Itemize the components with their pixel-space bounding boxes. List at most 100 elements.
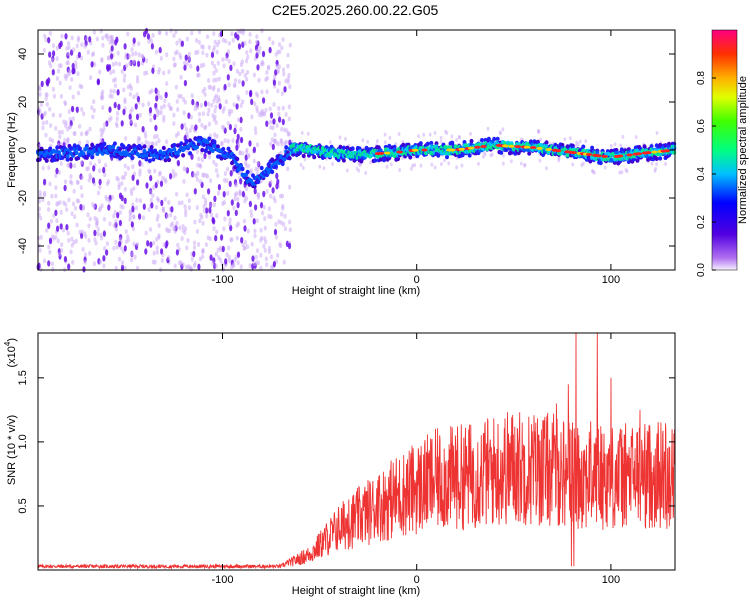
- spectrogram-noise-mark: [55, 56, 59, 61]
- spectrogram-noise-mark: [137, 41, 141, 47]
- spectrogram-noise-mark: [67, 109, 71, 114]
- spectrogram-noise-mark: [59, 223, 63, 230]
- spectrogram-noise-mark: [118, 61, 122, 67]
- spectrogram-peak-mark: [396, 150, 403, 154]
- spectrogram-noise-mark: [72, 188, 76, 194]
- spectrogram-noise-mark: [79, 185, 83, 190]
- spectrogram-noise-mark: [193, 219, 197, 225]
- spectrogram-noise-mark: [284, 112, 288, 117]
- spectrogram-noise-mark: [154, 49, 158, 55]
- spectrogram-noise-mark: [136, 78, 140, 84]
- spectrogram-noise-mark: [184, 212, 188, 218]
- spectrogram-noise-mark: [243, 225, 247, 232]
- spectrogram-noise-mark: [223, 138, 227, 143]
- spectrogram-noise-mark: [63, 138, 67, 143]
- spectrogram-noise-mark: [132, 37, 136, 44]
- spectrogram-noise-mark: [160, 105, 164, 111]
- spectrogram-noise-mark: [44, 132, 48, 138]
- spectrogram-noise-mark: [538, 158, 542, 163]
- spectrogram-noise-mark: [169, 173, 173, 180]
- spectrogram-noise-mark: [45, 101, 49, 107]
- colorbar: 0.0 0.2 0.4 0.6 0.8 Normalized spectral ampl…: [696, 29, 749, 277]
- spectrogram-noise-mark: [115, 36, 119, 43]
- spectrogram-noise-mark: [144, 230, 148, 236]
- spectrogram-noise-mark: [239, 103, 243, 108]
- spectrogram-noise-mark: [383, 140, 387, 145]
- spectrogram-noise-mark: [226, 120, 230, 126]
- spectrogram-noise-mark: [254, 254, 258, 260]
- spectrogram-noise-mark: [162, 70, 166, 76]
- spectrogram-noise-mark: [207, 78, 211, 83]
- y-tick-label: 1.5: [17, 370, 29, 385]
- spectrogram-noise-mark: [47, 244, 51, 250]
- spectrogram-noise-mark: [216, 247, 220, 253]
- spectrogram-noise-mark: [282, 259, 286, 265]
- spectrogram-noise-mark: [281, 105, 285, 111]
- spectrogram-noise-mark: [621, 134, 625, 139]
- spectrogram-noise-mark: [154, 87, 158, 94]
- spectrogram-noise-mark: [98, 184, 102, 190]
- spectrogram-noise-mark: [217, 184, 221, 191]
- spectrogram-noise-mark: [440, 162, 443, 167]
- spectrogram-noise-mark: [221, 245, 225, 253]
- spectrogram-peak-mark: [645, 151, 652, 155]
- spectrogram-noise-mark: [128, 210, 133, 216]
- spectrogram-ridge-mark: [382, 157, 387, 163]
- spectrogram-noise-mark: [277, 219, 281, 225]
- spectrogram-noise-mark: [188, 128, 192, 134]
- spectrogram-noise-mark: [148, 107, 153, 114]
- spectrogram-noise-mark: [64, 179, 68, 185]
- spectrogram-noise-mark: [228, 180, 232, 188]
- spectrogram-noise-mark: [96, 227, 100, 232]
- spectrogram-noise-mark: [132, 241, 136, 247]
- spectrogram-noise-mark: [48, 31, 52, 36]
- spectrogram-ridge-mark: [341, 145, 346, 150]
- spectrogram-noise-mark: [136, 95, 140, 103]
- spectrogram-noise-mark: [45, 120, 49, 125]
- spectrogram-noise-mark: [262, 97, 266, 104]
- spectrogram-noise-mark: [175, 49, 179, 55]
- spectrogram-noise-mark: [364, 171, 368, 175]
- spectrogram-noise-mark: [216, 87, 220, 93]
- spectrogram-noise-mark: [174, 133, 179, 138]
- spectrogram-noise-mark: [99, 138, 103, 143]
- spectrogram-noise-mark: [174, 84, 178, 90]
- spectrogram-ridge-mark: [172, 147, 177, 152]
- spectrogram-noise-mark: [120, 264, 125, 272]
- spectrogram-ridge-mark: [598, 160, 603, 166]
- spectrogram-noise-mark: [55, 76, 60, 81]
- spectrogram-noise-mark: [269, 179, 273, 185]
- spectrogram-noise-mark: [238, 150, 242, 156]
- spectrogram-noise-mark: [43, 258, 47, 264]
- spectrogram-noise-mark: [229, 264, 234, 270]
- spectrogram-noise-mark: [655, 162, 658, 167]
- spectrogram-noise-mark: [201, 172, 205, 178]
- spectrogram-noise-mark: [203, 92, 207, 97]
- spectrogram-noise-mark: [193, 261, 197, 266]
- spectrogram-noise-mark: [138, 198, 142, 204]
- y-tick-label: 0: [17, 147, 29, 153]
- spectrogram-noise-mark: [357, 161, 361, 166]
- spectrogram-noise-mark: [123, 245, 127, 252]
- spectrogram-noise-mark: [135, 265, 140, 271]
- spectrogram-noise-mark: [221, 37, 225, 43]
- spectrogram-noise-mark: [60, 33, 64, 39]
- spectrogram-ridge-mark: [245, 169, 250, 175]
- spectrogram-noise-mark: [159, 56, 163, 61]
- spectrogram-ridge-mark: [635, 148, 640, 153]
- spectrogram-noise-mark: [256, 64, 260, 71]
- spectrogram-noise-mark: [89, 161, 93, 166]
- spectrogram-noise-mark: [93, 229, 97, 237]
- x-tick-label: 0: [414, 574, 420, 586]
- spectrogram-noise-mark: [122, 87, 126, 93]
- spectrogram-noise-mark: [144, 139, 148, 145]
- spectrogram-noise-mark: [160, 248, 164, 255]
- y-tick-label: 40: [17, 48, 29, 60]
- spectrogram-ridge-mark: [161, 145, 166, 151]
- spectrogram-noise-mark: [258, 112, 262, 118]
- spectrogram-noise-mark: [210, 102, 214, 108]
- spectrogram-noise-mark: [235, 191, 239, 197]
- spectrogram-ridge-mark: [265, 166, 269, 172]
- spectrogram-ridge-mark: [635, 158, 640, 163]
- spectrogram-ridge-mark: [273, 164, 278, 169]
